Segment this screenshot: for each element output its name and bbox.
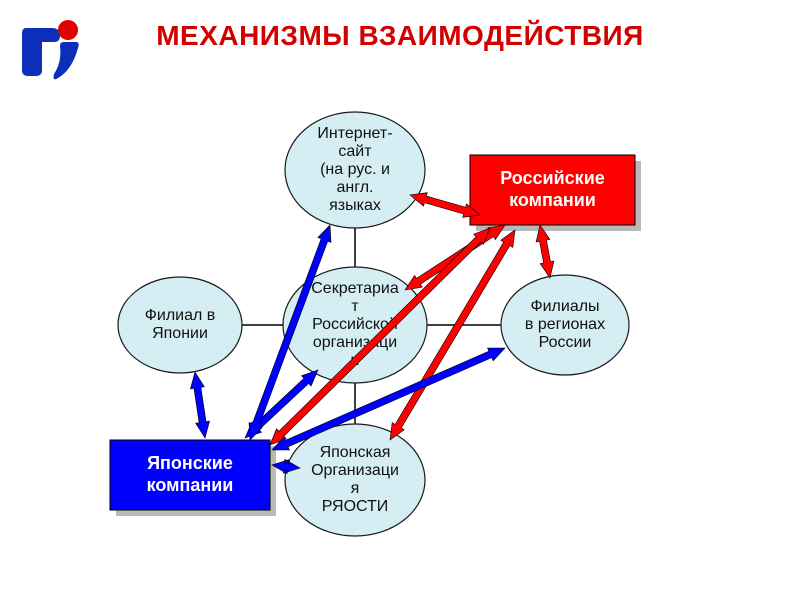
node-label: Японские	[147, 453, 233, 473]
diagram-canvas: Интернет-сайт(на рус. иангл.языках Секрет…	[0, 0, 800, 600]
node-label: (на рус. и	[320, 161, 390, 178]
node-label: Организаци	[311, 462, 399, 479]
node-label: в регионах	[525, 316, 605, 333]
node-label: Филиалы	[530, 298, 599, 315]
arrow	[190, 372, 209, 438]
node-label: языках	[329, 197, 381, 214]
node-label: Секретариа	[311, 280, 399, 297]
node-label: Интернет-	[317, 125, 392, 142]
node-rureg: Филиалыв регионахРоссии	[501, 275, 629, 375]
stage: МЕХАНИЗМЫ ВЗАИМОДЕЙСТВИЯ Интернет-сайт(н…	[0, 0, 800, 600]
node-label: англ.	[337, 179, 374, 196]
node-web: Интернет-сайт(на рус. иангл.языках	[285, 112, 425, 228]
node-label: РЯОСТИ	[322, 498, 389, 515]
node-label: Японии	[152, 325, 208, 342]
node-label: компании	[147, 475, 234, 495]
node-label: сайт	[338, 143, 372, 160]
node-label: я	[351, 480, 360, 497]
node-rucomp: Российскиекомпании	[470, 155, 641, 231]
node-label: т	[351, 298, 359, 315]
node-label: компании	[509, 190, 596, 210]
node-label: Российские	[500, 168, 605, 188]
node-jpcomp: Японскиекомпании	[110, 440, 276, 516]
node-jporg: ЯпонскаяОрганизацияРЯОСТИ	[285, 424, 425, 536]
node-jpbr: Филиал вЯпонии	[118, 277, 242, 373]
node-label: России	[539, 334, 592, 351]
node-label: Филиал в	[145, 307, 216, 324]
arrow	[536, 225, 554, 278]
node-label: Японская	[320, 444, 391, 461]
